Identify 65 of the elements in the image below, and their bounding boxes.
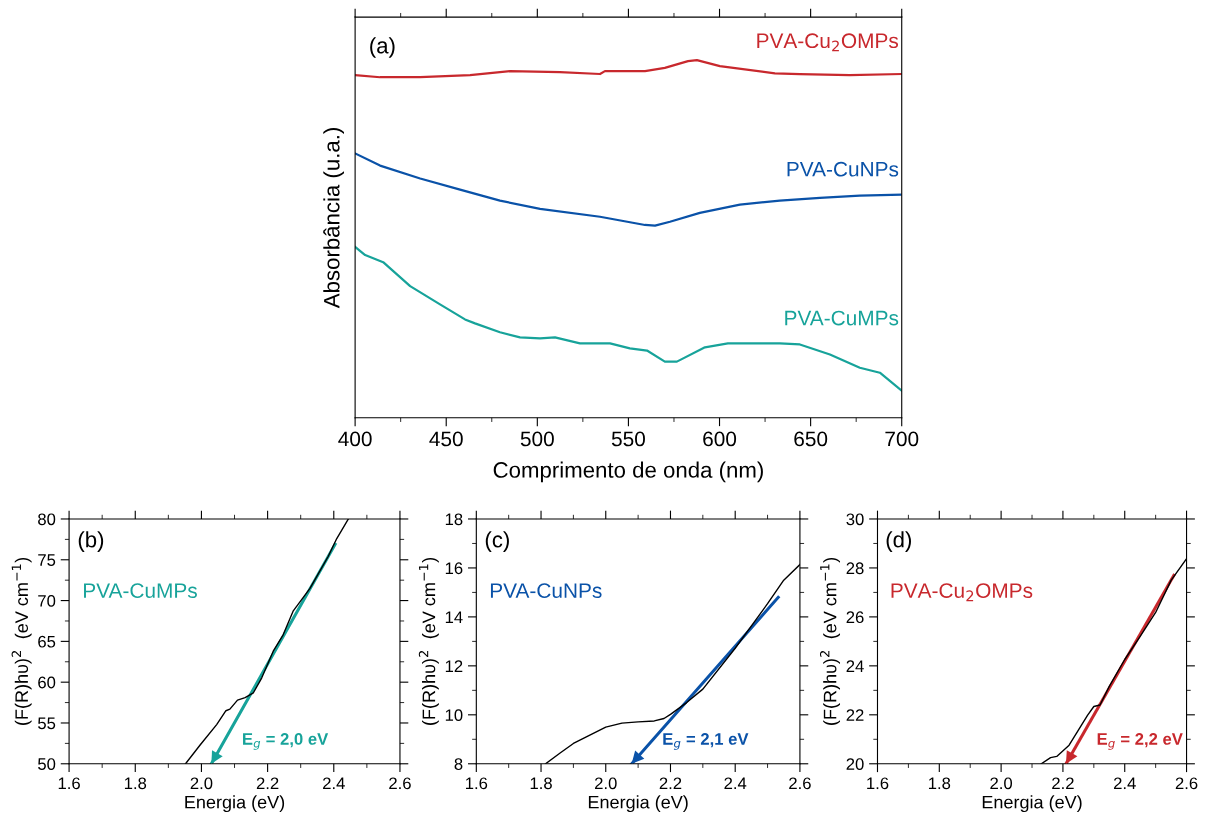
x-tick-label: 1.6 (466, 777, 488, 790)
x-tick-label: 2.6 (389, 777, 411, 790)
y-tick-label: 70 (38, 594, 56, 607)
x-tick-label: 700 (885, 431, 919, 447)
x-tick-label: 600 (703, 431, 737, 447)
x-axis-title: Energia (eV) (982, 795, 1082, 813)
annotation: E$_{g}$ = 2,1 eV (663, 733, 749, 750)
x-tick-label: 2.2 (256, 777, 279, 790)
text: PVA-CuMPs (84, 583, 197, 599)
y-tick-label: 8 (454, 758, 463, 770)
x-tick-label: 1.6 (867, 777, 889, 790)
series-label: PVA-Cu$_{2}$OMPs (757, 33, 899, 52)
y-tick-label: 60 (38, 676, 56, 689)
y-axis-title: (F(R)hυ)$^{2}$ (eV cm$^{−1}$) (819, 557, 841, 725)
text: PVA-Cu$_{2}$OMPs (891, 583, 1033, 602)
text: (a) (370, 37, 395, 58)
x-axis-title: Energia (eV) (588, 795, 688, 813)
y-tick-label: 16 (445, 562, 463, 575)
x-tick-label: 2.0 (990, 777, 1013, 790)
x-tick-label: 2.0 (595, 777, 617, 790)
x-tick-label: 1.6 (58, 777, 80, 790)
x-tick-label: 450 (429, 431, 463, 447)
y-tick-label: 18 (445, 513, 463, 526)
x-tick-label: 1.8 (124, 777, 147, 790)
y-tick-label: 22 (846, 709, 864, 721)
x-axis-title: Comprimento de onda (nm) (493, 461, 763, 483)
x-tick-label: 2.4 (323, 777, 345, 790)
y-tick-label: 30 (846, 513, 864, 526)
x-tick-label: 2.0 (190, 777, 213, 790)
x-tick-label: 400 (338, 431, 372, 447)
y-axis-title: (F(R)hυ)$^{2}$ (eV cm$^{−1}$) (418, 557, 439, 725)
y-tick-label: 14 (445, 611, 463, 623)
series-label: PVA-CuNPs (787, 161, 899, 177)
y-tick-label: 12 (445, 660, 463, 672)
y-tick-label: 26 (846, 611, 864, 624)
text: PVA-CuNPs (490, 583, 602, 599)
x-axis-title: Energia (eV) (185, 795, 285, 813)
y-tick-label: 20 (846, 758, 864, 770)
x-tick-label: 1.8 (530, 777, 552, 790)
x-tick-label: 500 (520, 431, 554, 447)
y-tick-label: 80 (38, 513, 56, 526)
x-tick-label: 1.8 (928, 777, 951, 790)
y-tick-label: 28 (846, 562, 864, 575)
x-tick-label: 550 (611, 431, 645, 447)
series-label: PVA-CuMPs (785, 310, 899, 326)
y-tick-label: 55 (38, 717, 56, 730)
annotation: E$_{g}$ = 2,2 eV (1097, 733, 1183, 750)
annotation: E$_{g}$ = 2,0 eV (243, 733, 329, 750)
x-tick-label: 2.4 (724, 777, 747, 790)
x-tick-label: 2.6 (789, 777, 811, 790)
y-tick-label: 24 (846, 660, 864, 672)
y-axis-title: (F(R)hυ)$^{2}$ (eV cm$^{−1}$) (11, 557, 32, 725)
y-tick-label: 50 (38, 758, 56, 770)
x-tick-label: 650 (794, 431, 828, 447)
x-tick-label: 2.6 (1175, 777, 1198, 790)
y-axis-title: Absorbância (u.a.) (323, 128, 344, 309)
x-tick-label: 2.4 (1113, 777, 1136, 790)
y-tick-label: 10 (445, 709, 463, 722)
y-tick-label: 65 (38, 635, 56, 648)
y-tick-label: 75 (38, 554, 56, 566)
annotation: (b) (78, 531, 104, 552)
x-tick-label: 2.2 (659, 777, 682, 790)
x-tick-label: 2.2 (1052, 777, 1074, 790)
annotation: (c) (485, 531, 509, 552)
annotation: (d) (886, 531, 911, 552)
